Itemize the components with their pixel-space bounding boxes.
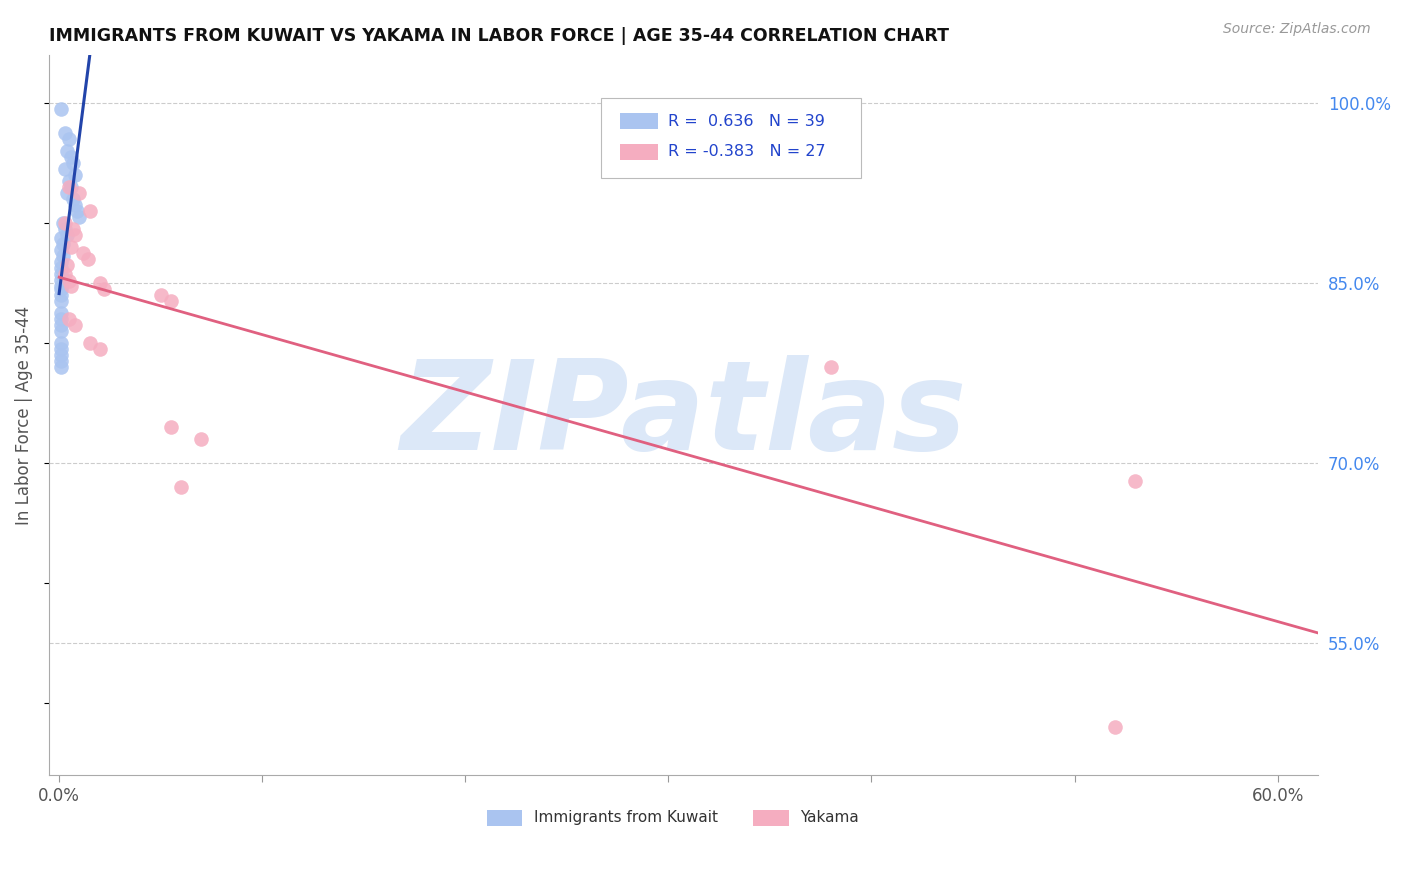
Point — [53, 216, 76, 230]
Point — [49, 102, 72, 116]
Point — [49, 278, 72, 293]
Bar — [754, 810, 789, 826]
Point — [65, 318, 87, 333]
Point — [49, 318, 72, 333]
Point — [93, 282, 115, 296]
Point — [56, 258, 79, 272]
Point — [820, 360, 842, 375]
Point — [72, 246, 94, 260]
Point — [1125, 475, 1147, 489]
Point — [49, 272, 72, 286]
Point — [53, 267, 76, 281]
Text: Immigrants from Kuwait: Immigrants from Kuwait — [534, 810, 718, 825]
Point — [89, 277, 111, 291]
Point — [65, 198, 87, 212]
Y-axis label: In Labor Force | Age 35-44: In Labor Force | Age 35-44 — [15, 306, 32, 524]
Point — [60, 150, 83, 164]
Text: R =  0.636   N = 39: R = 0.636 N = 39 — [668, 114, 825, 129]
FancyBboxPatch shape — [602, 98, 862, 178]
Point — [49, 312, 72, 326]
Text: IMMIGRANTS FROM KUWAIT VS YAKAMA IN LABOR FORCE | AGE 35-44 CORRELATION CHART: IMMIGRANTS FROM KUWAIT VS YAKAMA IN LABO… — [49, 27, 949, 45]
Point — [56, 186, 79, 201]
Point — [49, 348, 72, 362]
Point — [49, 288, 72, 302]
Point — [62, 222, 84, 236]
Point — [159, 420, 181, 434]
Point — [49, 336, 72, 351]
Point — [49, 294, 72, 309]
Point — [49, 360, 72, 375]
Point — [65, 168, 87, 182]
Point — [53, 222, 76, 236]
Point — [79, 336, 101, 351]
Point — [49, 243, 72, 257]
Point — [190, 432, 212, 446]
Point — [66, 204, 89, 219]
Point — [1104, 720, 1126, 734]
Bar — [486, 810, 523, 826]
Point — [49, 230, 72, 244]
Point — [149, 288, 172, 302]
Point — [62, 156, 84, 170]
Point — [159, 294, 181, 309]
Point — [79, 204, 101, 219]
Point — [170, 480, 193, 494]
Text: Source: ZipAtlas.com: Source: ZipAtlas.com — [1223, 22, 1371, 37]
Point — [58, 312, 80, 326]
Point — [52, 216, 75, 230]
Point — [60, 278, 83, 293]
Point — [49, 343, 72, 357]
Point — [67, 210, 90, 224]
Text: ZIPatlas: ZIPatlas — [401, 355, 967, 475]
Point — [62, 192, 84, 206]
Point — [49, 282, 72, 296]
Point — [52, 249, 75, 263]
Point — [56, 144, 79, 158]
Point — [60, 180, 83, 194]
Text: R = -0.383   N = 27: R = -0.383 N = 27 — [668, 145, 825, 159]
Point — [65, 228, 87, 243]
Point — [49, 306, 72, 320]
Bar — [620, 113, 658, 129]
Point — [49, 254, 72, 268]
Point — [49, 260, 72, 275]
Point — [56, 228, 79, 243]
Point — [58, 180, 80, 194]
Point — [58, 274, 80, 288]
Point — [58, 132, 80, 146]
Point — [53, 162, 76, 177]
Point — [67, 186, 90, 201]
Bar — [620, 144, 658, 160]
Point — [76, 252, 98, 267]
Point — [49, 324, 72, 338]
Point — [49, 267, 72, 281]
Point — [49, 354, 72, 368]
Point — [52, 236, 75, 251]
Point — [58, 174, 80, 188]
Point — [60, 240, 83, 254]
Point — [89, 343, 111, 357]
Point — [53, 126, 76, 140]
Text: Yakama: Yakama — [800, 810, 859, 825]
